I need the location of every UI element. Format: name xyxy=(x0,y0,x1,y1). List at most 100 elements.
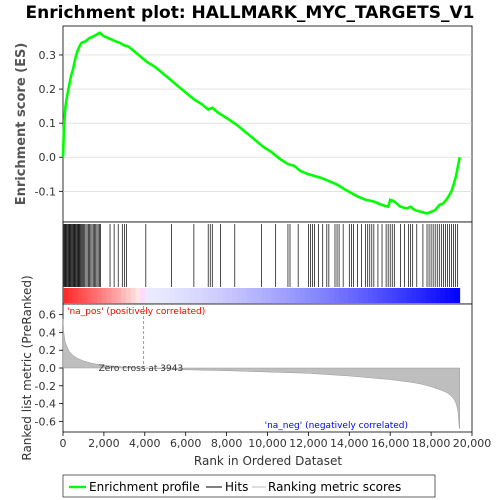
rank-band-segment xyxy=(189,288,194,303)
metric-y-tick-label: -0.2 xyxy=(35,380,56,393)
rank-band-segment xyxy=(339,288,344,303)
rank-band-segment xyxy=(223,288,228,303)
rank-band-segment xyxy=(165,288,170,303)
rank-band-segment xyxy=(78,288,83,303)
rank-band-segment xyxy=(305,288,310,303)
rank-band-segment xyxy=(194,288,199,303)
rank-band-segment xyxy=(324,288,329,303)
rank-band-segment xyxy=(290,288,295,303)
x-tick-label: 10,000 xyxy=(248,437,287,450)
rank-band-segment xyxy=(213,288,218,303)
rank-band-segment xyxy=(397,288,402,303)
metric-y-tick-label: 0.0 xyxy=(39,362,57,375)
rank-band-segment xyxy=(232,288,237,303)
rank-band-segment xyxy=(445,288,450,303)
rank-band-segment xyxy=(68,288,73,303)
rank-band-segment xyxy=(402,288,407,303)
rank-band-segment xyxy=(184,288,189,303)
x-tick-label: 14,000 xyxy=(330,437,369,450)
rank-band-segment xyxy=(111,288,116,303)
rank-band-segment xyxy=(150,288,155,303)
rank-band-segment xyxy=(126,288,131,303)
rank-band-segment xyxy=(131,288,136,303)
rank-band-segment xyxy=(179,288,184,303)
rank-band-segment xyxy=(116,288,121,303)
x-axis-label: Rank in Ordered Dataset xyxy=(194,454,342,468)
rank-band-segment xyxy=(358,288,363,303)
rank-color-band xyxy=(63,288,460,303)
rank-band-segment xyxy=(392,288,397,303)
metric-y-axis-label: Ranked list metric (PreRanked) xyxy=(20,275,34,460)
rank-band-segment xyxy=(145,288,150,303)
rank-band-segment xyxy=(203,288,208,303)
rank-band-segment xyxy=(440,288,445,303)
rank-band-segment xyxy=(281,288,286,303)
es-y-tick-label: 0.3 xyxy=(39,49,57,62)
rank-band-segment xyxy=(295,288,300,303)
rank-band-segment xyxy=(363,288,368,303)
legend-es-label: Enrichment profile xyxy=(89,480,200,494)
rank-band-segment xyxy=(276,288,281,303)
rank-band-segment xyxy=(257,288,262,303)
rank-band-segment xyxy=(382,288,387,303)
metric-y-tick-label: 0.2 xyxy=(39,344,57,357)
rank-band-segment xyxy=(107,288,112,303)
rank-band-segment xyxy=(329,288,334,303)
rank-band-segment xyxy=(407,288,412,303)
rank-band-segment xyxy=(416,288,421,303)
metric-y-tick-label: -0.4 xyxy=(35,398,56,411)
rank-band-segment xyxy=(92,288,97,303)
rank-band-segment xyxy=(218,288,223,303)
rank-band-segment xyxy=(373,288,378,303)
rank-band-segment xyxy=(198,288,203,303)
metric-y-ticks: -0.6 -0.4 -0.2 0.0 0.2 0.4 0.6 xyxy=(35,309,63,429)
es-panel: -0.1 0.0 0.1 0.2 0.3 Enrichment score (ES) xyxy=(14,26,472,222)
x-tick-label: 8,000 xyxy=(211,437,243,450)
x-tick-label: 18,000 xyxy=(412,437,451,450)
legend: Enrichment profile Hits Ranking metric s… xyxy=(63,475,435,497)
rank-band-segment xyxy=(431,288,436,303)
x-tick-label: 16,000 xyxy=(371,437,410,450)
rank-band-segment xyxy=(368,288,373,303)
rank-band-segment xyxy=(63,288,68,303)
rank-band-segment xyxy=(426,288,431,303)
rank-band-segment xyxy=(334,288,339,303)
rank-band-segment xyxy=(208,288,213,303)
rank-band-segment xyxy=(155,288,160,303)
rank-band-segment xyxy=(160,288,165,303)
rank-band-segment xyxy=(121,288,126,303)
x-tick-label: 6,000 xyxy=(170,437,202,450)
pos-correlated-label: 'na_pos' (positively correlated) xyxy=(67,307,205,317)
rank-band-segment xyxy=(310,288,315,303)
rank-band-segment xyxy=(348,288,353,303)
x-tick-label: 12,000 xyxy=(289,437,328,450)
legend-hits-label: Hits xyxy=(225,480,248,494)
rank-band-segment xyxy=(136,288,141,303)
rank-band-segment xyxy=(344,288,349,303)
rank-band-segment xyxy=(286,288,291,303)
es-y-tick-label: 0.2 xyxy=(39,83,57,96)
rank-band-segment xyxy=(377,288,382,303)
rank-band-segment xyxy=(387,288,392,303)
rank-band-segment xyxy=(174,288,179,303)
rank-band-segment xyxy=(227,288,232,303)
rank-band-segment xyxy=(315,288,320,303)
rank-band-segment xyxy=(73,288,78,303)
rank-band-segment xyxy=(271,288,276,303)
zero-cross-label: Zero cross at 3943 xyxy=(99,364,184,374)
metric-y-tick-label: -0.6 xyxy=(35,415,56,428)
es-y-tick-label: 0.0 xyxy=(39,151,57,164)
es-panel-frame xyxy=(63,26,472,222)
rank-band-segment xyxy=(411,288,416,303)
neg-correlated-label: 'na_neg' (negatively correlated) xyxy=(265,421,408,431)
rank-band-segment xyxy=(421,288,426,303)
rank-band-segment xyxy=(237,288,242,303)
hits-panel xyxy=(63,222,472,304)
rank-band-segment xyxy=(252,288,257,303)
rank-band-segment xyxy=(82,288,87,303)
metric-y-tick-label: 0.4 xyxy=(39,326,57,339)
rank-band-segment xyxy=(436,288,441,303)
es-y-axis-label: Enrichment score (ES) xyxy=(14,43,29,206)
rank-band-segment xyxy=(247,288,252,303)
x-tick-label: 4,000 xyxy=(129,437,161,450)
